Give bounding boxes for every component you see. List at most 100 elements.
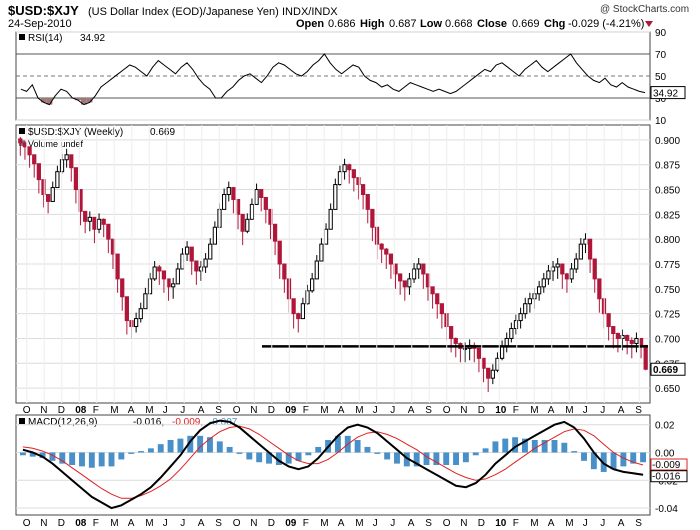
x-axis-label: F	[93, 405, 99, 416]
macd-histogram-bar	[266, 452, 272, 464]
candle-body	[263, 196, 268, 210]
x-axis-label-bottom: F	[513, 518, 519, 529]
x-axis-label: O	[23, 405, 31, 416]
macd-histogram-bar	[128, 452, 135, 454]
high-label: High	[360, 18, 385, 30]
macd-legend-value: -0.016,	[133, 417, 164, 428]
candle-body	[259, 189, 264, 198]
candle-body	[416, 263, 421, 270]
macd-histogram-bar	[502, 438, 509, 453]
macd-signal-line	[22, 425, 644, 499]
macd-histogram-bar	[620, 452, 627, 467]
candle-body	[300, 303, 306, 320]
price-legend-swatch	[19, 128, 25, 134]
x-axis-label: J	[163, 405, 168, 416]
x-axis-label-bottom: 10	[495, 518, 507, 529]
macd-histogram-bar	[256, 452, 263, 463]
macd-line	[22, 419, 644, 510]
candle-body	[226, 187, 231, 196]
candle-body	[629, 339, 634, 344]
macd-histogram-bar	[157, 444, 164, 453]
candle-body	[411, 268, 417, 280]
volume-legend-label: Volume undef	[28, 139, 84, 149]
candle-body	[115, 253, 120, 280]
macd-plot: 0.020.00-0.02-0.04-0.009-0.016	[16, 419, 688, 515]
candle-body	[523, 303, 528, 315]
x-axis-label: J	[373, 405, 378, 416]
macd-histogram-bar	[315, 446, 322, 453]
candle-body	[453, 337, 458, 344]
x-axis-label: S	[635, 405, 642, 416]
x-axis-label: N	[250, 405, 257, 416]
candle-body	[50, 187, 55, 202]
down-arrow-icon	[645, 21, 653, 27]
candle-body	[513, 320, 519, 330]
x-axis-label-bottom: A	[548, 518, 555, 529]
rsi-legend-value: 34.92	[80, 33, 105, 44]
price-tick-label: 0.850	[655, 186, 680, 197]
price-plot: 0.900 0.875 0.850 0.825 0.800 0.775 0.750 0.725…	[16, 136, 686, 395]
x-axis-label: S	[425, 405, 432, 416]
macd-histogram-bar	[88, 452, 95, 468]
x-axis-label-bottom: 08	[75, 518, 87, 529]
candle-body	[388, 253, 394, 265]
macd-histogram-bar	[226, 446, 233, 453]
candle-body	[569, 268, 574, 280]
macd-histogram-bar	[207, 437, 213, 453]
macd-histogram-bar	[147, 448, 154, 453]
x-axis-label: N	[40, 405, 47, 416]
x-axis-label: M	[145, 405, 153, 416]
candle-body	[69, 154, 74, 169]
x-axis-label-bottom: M	[320, 518, 328, 529]
price-value-tag-box	[650, 362, 686, 376]
high-value: 0.687	[389, 18, 417, 30]
rsi-legend-label: RSI(14)	[28, 33, 62, 44]
candle-body	[310, 278, 315, 292]
candle-body	[615, 333, 621, 339]
candle-body	[319, 243, 324, 262]
candle-body	[124, 296, 129, 322]
candle-body	[462, 347, 468, 350]
macd-histogram-bar	[138, 451, 144, 453]
candle-body	[101, 218, 106, 225]
candle-body	[323, 228, 329, 245]
candle-body	[120, 278, 125, 298]
x-axis-label-bottom: A	[338, 518, 345, 529]
candle-body	[296, 313, 301, 320]
x-axis-label: D	[478, 405, 485, 416]
watermark: @ StockCharts.com	[600, 4, 689, 15]
candle-body	[620, 334, 625, 339]
candle-body	[45, 194, 51, 202]
macd-histogram-bar	[197, 435, 204, 453]
price-tick-label: 0.900	[655, 136, 680, 147]
candle-body	[64, 154, 69, 161]
candle-body	[360, 184, 366, 195]
macd-histogram-bar	[433, 452, 440, 465]
candle-body	[194, 260, 199, 272]
candle-body	[291, 298, 296, 315]
x-axis-label: O	[443, 405, 451, 416]
candle-body	[55, 171, 60, 189]
price-legend-value: 0.669	[150, 127, 175, 138]
macd-histogram-bar	[571, 451, 578, 453]
candle-body	[222, 194, 227, 210]
candle-body	[27, 146, 32, 156]
rsi-tick-label: 70	[655, 50, 667, 61]
x-axis-label-bottom: F	[93, 518, 99, 529]
candle-body	[208, 243, 213, 260]
rsi-value-tag: 34.92	[653, 89, 678, 100]
candle-body	[166, 278, 171, 288]
x-axis-label-bottom: O	[443, 518, 451, 529]
candle-body	[18, 138, 23, 144]
macd-histogram-bar	[384, 452, 391, 460]
close-label: Close	[477, 18, 507, 30]
x-axis-label-bottom: A	[198, 518, 205, 529]
candle-body	[351, 169, 356, 179]
candle-body	[96, 218, 102, 230]
macd-histogram-bar	[403, 452, 410, 467]
x-axis-label: M	[320, 405, 328, 416]
candle-body	[175, 268, 180, 285]
signal-value-tag-box	[650, 458, 688, 471]
candle-body	[41, 179, 46, 196]
